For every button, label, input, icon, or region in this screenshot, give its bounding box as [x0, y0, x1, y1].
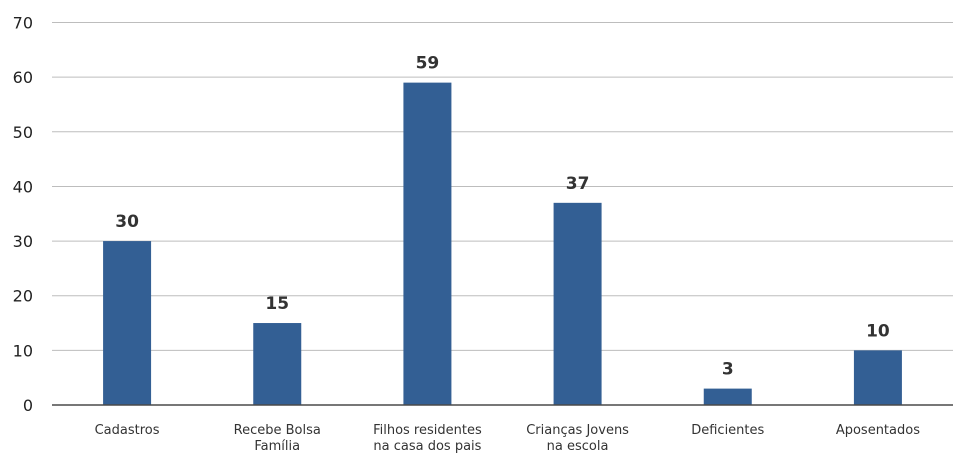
x-category-label: Deficientes [691, 423, 764, 438]
bars [103, 82, 902, 406]
x-category-label: Recebe Bolsa Família [234, 423, 321, 454]
y-tick-label: 0 [23, 396, 33, 415]
x-category-label: Crianças Jovens na escola [526, 423, 629, 454]
y-tick-label: 60 [13, 68, 33, 87]
gridlines [52, 22, 953, 351]
y-tick-label: 50 [13, 123, 33, 142]
data-label: 10 [866, 321, 890, 341]
data-label: 3 [722, 360, 734, 380]
x-category-label: Cadastros [95, 423, 160, 438]
y-tick-label: 10 [13, 341, 33, 360]
data-label: 30 [115, 212, 139, 232]
bar [703, 388, 752, 405]
y-tick-label: 20 [13, 287, 33, 306]
bar [853, 350, 902, 405]
data-labels: 30 15 59 37 3 10 [115, 54, 890, 380]
bar [403, 82, 452, 406]
data-label: 37 [566, 174, 590, 194]
y-tick-label: 70 [13, 14, 33, 33]
data-label: 59 [416, 54, 440, 74]
bar [103, 241, 152, 405]
x-category-label: Aposentados [836, 423, 920, 438]
y-axis-ticks: 0 10 20 30 40 50 60 70 [13, 14, 33, 415]
x-axis-categories: Cadastros Recebe Bolsa Família Filhos resid… [95, 423, 921, 454]
x-category-label: Filhos residentes na casa dos pais [373, 423, 482, 454]
data-label: 15 [265, 294, 289, 314]
bar [553, 202, 602, 405]
bar [253, 323, 302, 405]
y-tick-label: 40 [13, 177, 33, 196]
y-tick-label: 30 [13, 232, 33, 251]
